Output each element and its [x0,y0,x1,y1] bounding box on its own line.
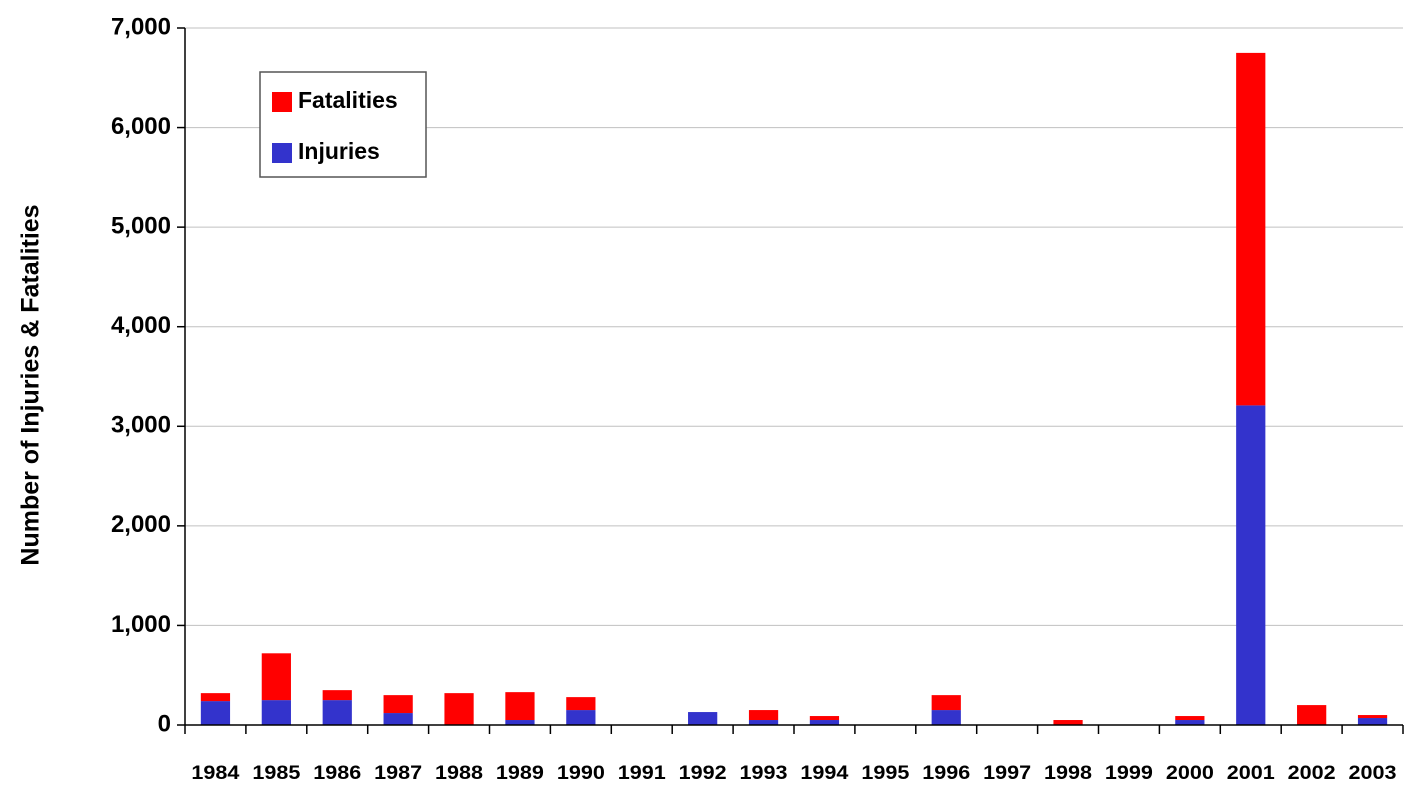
bar-segment [566,710,596,725]
x-tick-label: 1988 [435,763,483,784]
bar-segment [200,701,231,725]
bar-segment [931,695,961,711]
x-tick-label: 1993 [740,763,788,784]
x-tick-label: 1999 [1105,763,1153,784]
x-tick-label: 2002 [1288,763,1336,784]
x-tick-label: 2000 [1166,763,1214,784]
bar-segment [1175,720,1205,725]
legend-swatch [272,92,292,112]
y-tick-label: 7,000 [111,13,171,40]
bar-segment [200,693,231,702]
bar-segment [261,653,291,701]
legend-label: Injuries [298,138,380,164]
bar-segment [383,695,413,714]
y-tick-label: 5,000 [111,212,171,239]
bar-segment [1357,715,1388,719]
legend-swatch [272,143,292,163]
bar-segment [1175,716,1205,721]
bar-segment [688,712,718,725]
x-tick-label: 1987 [374,763,422,784]
bar-segment [322,700,352,725]
bar-segment [1053,720,1083,725]
bar-segment [444,693,474,725]
y-tick-label: 0 [158,710,171,737]
bar-segment [748,720,779,725]
bar-segment [748,710,779,721]
x-tick-label: 1995 [861,763,909,784]
bar-segment [809,716,840,721]
bar-segment [931,710,961,725]
bar-segment [383,713,413,725]
y-tick-label: 1,000 [111,611,171,638]
x-tick-label: 1991 [618,763,666,784]
bar-segment [1236,405,1266,725]
x-tick-label: 1986 [313,763,361,784]
x-tick-label: 1994 [800,763,848,784]
bar-segment [322,690,352,701]
y-tick-label: 3,000 [111,412,171,439]
x-tick-label: 1992 [679,763,727,784]
y-axis-label: Number of Injuries & Fatalities [17,204,45,565]
x-tick-label: 1985 [252,763,300,784]
x-tick-label: 1990 [557,763,605,784]
bar-segment [505,720,535,725]
x-tick-label: 1997 [983,763,1031,784]
bar-segment [505,692,535,721]
bar-segment [261,700,291,725]
x-tick-label: 2001 [1227,763,1275,784]
y-tick-label: 4,000 [111,312,171,339]
y-tick-label: 6,000 [111,113,171,140]
y-tick-label: 2,000 [111,511,171,538]
x-tick-label: 1998 [1044,763,1092,784]
x-tick-label: 1984 [191,763,239,784]
bar-segment [1297,705,1327,725]
bar-segment [809,720,840,725]
bar-segment [566,697,596,711]
x-tick-label: 2003 [1349,763,1397,784]
bar-segment [1357,718,1388,725]
x-tick-label: 1996 [922,763,970,784]
x-tick-label: 1989 [496,763,544,784]
legend-label: Fatalities [298,87,398,113]
bar-segment [1236,52,1266,406]
